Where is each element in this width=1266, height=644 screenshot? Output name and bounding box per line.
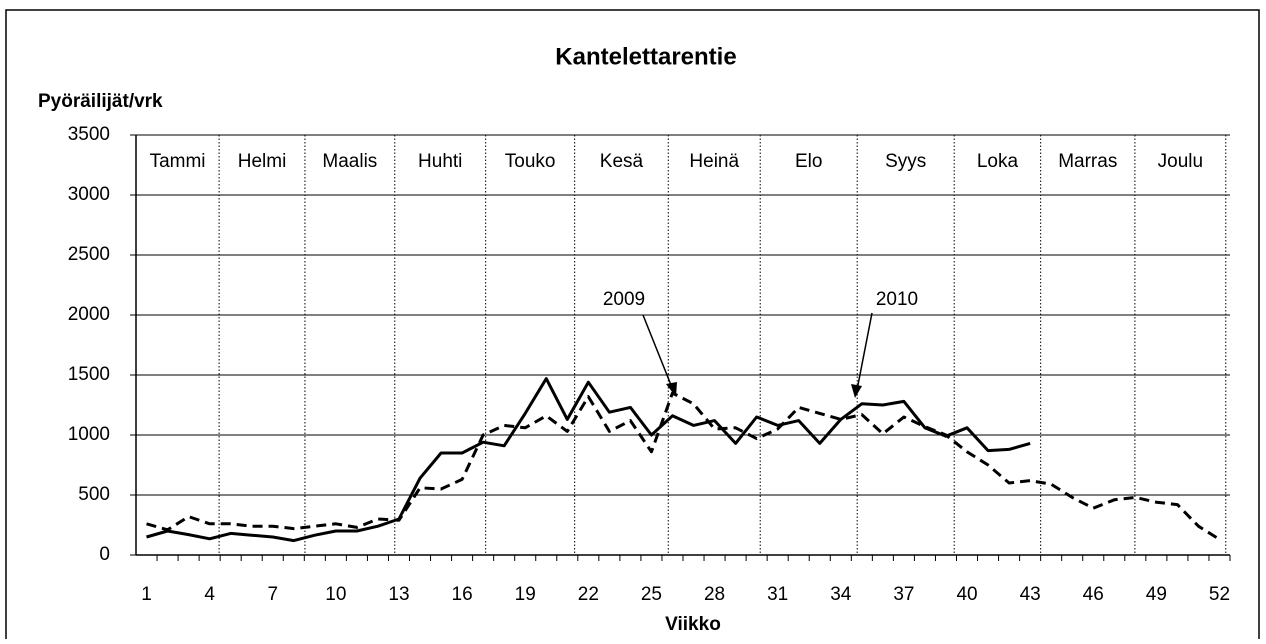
x-tick-label: 34 (830, 584, 852, 605)
y-tick-label: 500 (78, 484, 110, 505)
x-tick-label: 7 (267, 584, 278, 605)
month-label: Elo (795, 151, 822, 172)
month-label: Syys (885, 151, 926, 172)
month-label: Touko (505, 151, 556, 172)
month-label: Tammi (150, 151, 206, 172)
x-tick-label: 31 (767, 584, 788, 605)
month-label: Heinä (689, 151, 739, 172)
y-tick-label: 3000 (68, 184, 110, 205)
annotation: 2009 (603, 289, 645, 310)
x-tick-label: 40 (956, 584, 977, 605)
y-tick-label: 1000 (68, 424, 110, 445)
month-label: Maalis (322, 151, 377, 172)
y-tick-label: 0 (99, 544, 110, 565)
x-tick-label: 1 (141, 584, 152, 605)
x-tick-label: 46 (1083, 584, 1104, 605)
month-label: Kesä (600, 151, 644, 172)
y-tick-label: 2500 (68, 244, 110, 265)
chart-title: Kantelettarentie (555, 43, 736, 70)
month-label: Joulu (1158, 151, 1203, 172)
y-axis-label: Pyöräilijät/vrk (38, 91, 163, 112)
x-tick-label: 43 (1020, 584, 1041, 605)
month-label: Loka (977, 151, 1019, 172)
x-tick-label: 4 (204, 584, 215, 605)
y-tick-label: 1500 (68, 364, 110, 385)
y-tick-label: 2000 (68, 304, 110, 325)
arrow (856, 312, 873, 391)
x-tick-label: 49 (1146, 584, 1167, 605)
frame (5, 9, 1260, 644)
x-tick-label: 25 (641, 584, 662, 605)
series-line (146, 391, 1221, 541)
y-tick-label: 3500 (68, 124, 110, 145)
x-tick-label: 13 (388, 584, 409, 605)
x-tick-label: 37 (893, 584, 914, 605)
series-line (146, 377, 1031, 543)
x-tick-label: 52 (1209, 584, 1230, 605)
month-label: Marras (1058, 151, 1117, 172)
annotation-2009: 2009 (603, 289, 677, 397)
x-tick-label: 16 (452, 584, 473, 605)
x-tick-label: 10 (325, 584, 346, 605)
month-label: Helmi (238, 151, 287, 172)
month-label: Huhti (418, 151, 462, 172)
arrow-head (851, 384, 862, 398)
x-tick-label: 22 (578, 584, 599, 605)
x-axis-label: Viikko (665, 614, 721, 635)
annotation-2010: 2010 (851, 289, 918, 398)
x-tick-label: 19 (515, 584, 536, 605)
x-tick-label: 28 (704, 584, 725, 605)
annotation: 2010 (876, 289, 918, 310)
